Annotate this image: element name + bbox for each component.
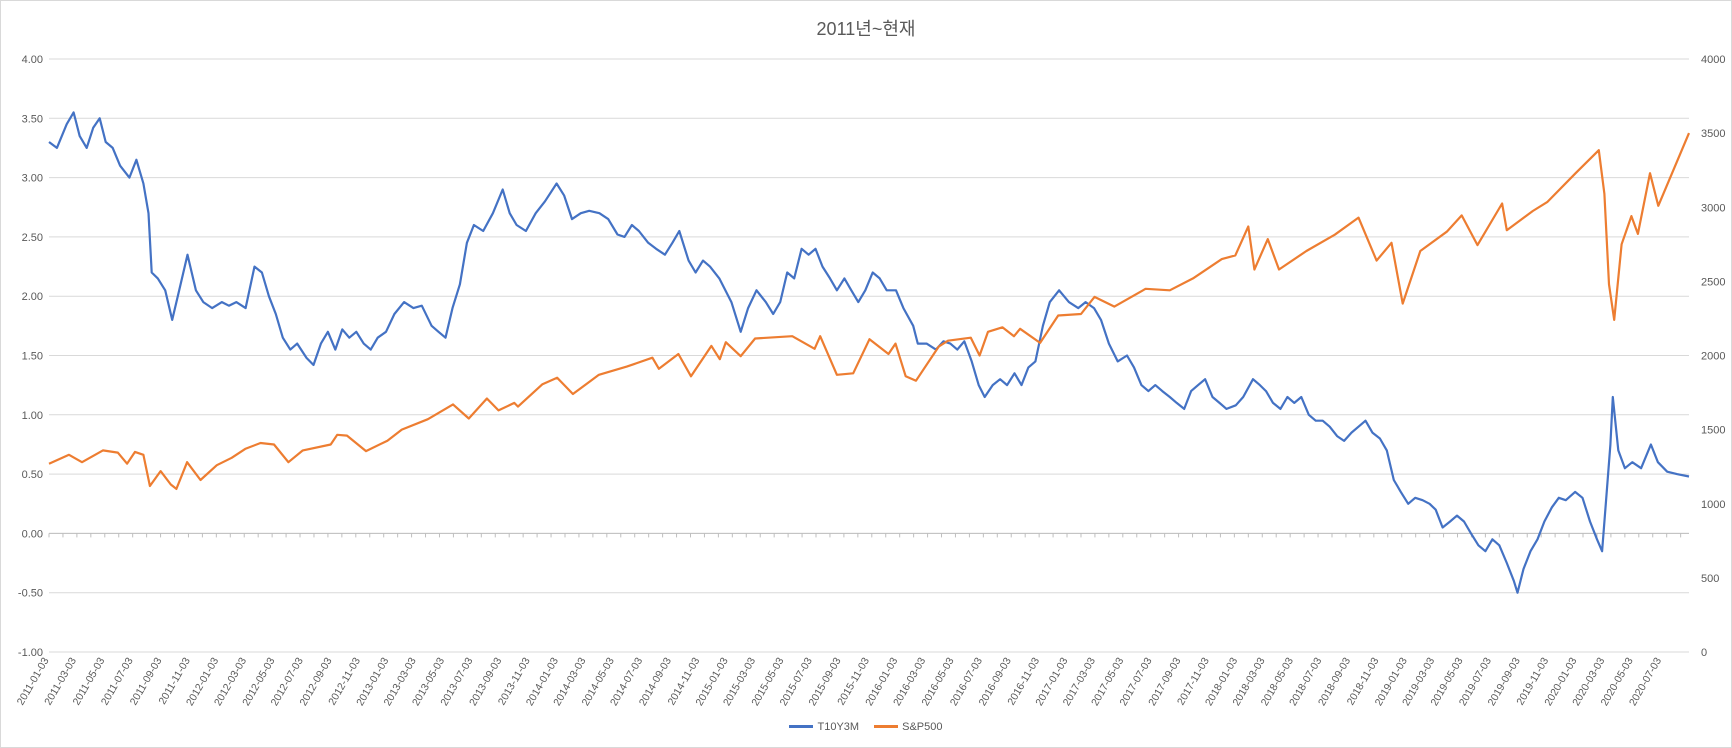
left-tick-label: -0.50: [18, 588, 43, 600]
legend-label-t10y3m: T10Y3M: [817, 720, 860, 733]
legend-swatch-t10y3m: [789, 725, 814, 728]
legend-item-t10y3m[interactable]: T10Y3M: [789, 721, 859, 733]
left-y-axis: -1.00 -0.50 0.00 0.50 1.00 1.50 2.00 2.50 3.00 3.…: [18, 54, 43, 659]
gridlines: [49, 58, 1689, 653]
x-axis: 2011-01-032011-03-032011-05-032011-07-03…: [15, 532, 1689, 708]
series-line-sp500: [48, 132, 1691, 490]
left-tick-label: 4.00: [22, 54, 43, 66]
left-tick-label: 2.50: [22, 232, 43, 244]
series-line-t10y3m: [48, 111, 1690, 594]
right-tick-label: 0: [1701, 647, 1707, 659]
legend-label-sp500: S&P500: [902, 720, 943, 733]
legend-item-sp500[interactable]: S&P500: [874, 720, 943, 733]
legend: T10Y3M S&P500: [1, 719, 1731, 733]
right-tick-label: 3500: [1701, 128, 1725, 140]
right-tick-label: 500: [1701, 573, 1719, 585]
right-y-axis: 0 500 1000 1500 2000 2500 3000 3500 4000: [1701, 54, 1725, 659]
right-tick-label: 1500: [1701, 425, 1725, 437]
chart-title: 2011년~현재: [816, 19, 916, 39]
left-tick-label: 3.50: [22, 113, 43, 125]
left-tick-label: -1.00: [18, 647, 43, 659]
left-tick-label: 2.00: [22, 291, 43, 303]
left-tick-label: 1.50: [22, 351, 43, 363]
right-tick-label: 3000: [1701, 202, 1725, 214]
left-tick-label: 0.50: [22, 469, 43, 481]
left-tick-label: 3.00: [22, 173, 43, 185]
right-tick-label: 1000: [1701, 499, 1725, 511]
right-tick-label: 2000: [1701, 351, 1725, 363]
left-tick-label: 0.00: [22, 528, 43, 540]
right-tick-label: 2500: [1701, 276, 1725, 288]
left-tick-label: 1.00: [22, 410, 43, 422]
right-tick-label: 4000: [1701, 54, 1725, 66]
legend-swatch-sp500: [874, 725, 899, 728]
series-lines: [48, 111, 1691, 594]
